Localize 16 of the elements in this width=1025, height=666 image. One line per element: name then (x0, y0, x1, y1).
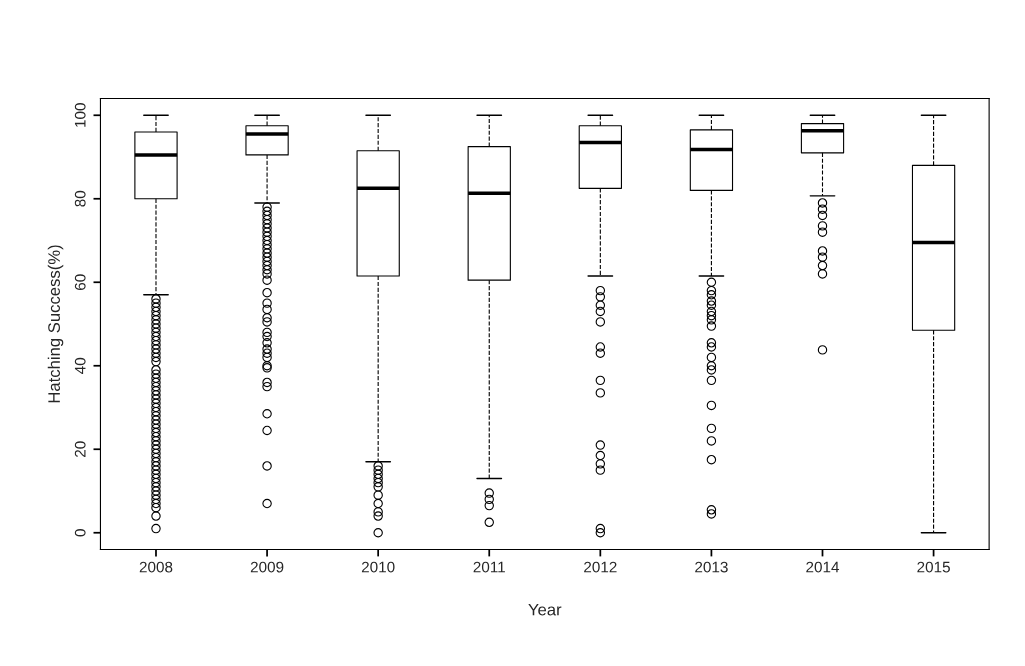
x-tick-label: 2015 (917, 561, 950, 573)
x-axis-title: Year (528, 603, 562, 616)
x-tick-label: 2009 (250, 561, 284, 573)
y-tick-label: 80 (74, 190, 86, 207)
y-tick-label: 40 (74, 357, 86, 374)
x-tick-label: 2010 (361, 561, 395, 573)
x-tick-label: 2012 (584, 561, 617, 573)
y-tick-label: 60 (74, 274, 86, 290)
x-tick-label: 2011 (473, 561, 505, 573)
y-tick-label: 100 (74, 103, 86, 127)
x-tick-label: 2013 (695, 561, 728, 573)
x-tick-label: 2014 (806, 561, 840, 573)
y-tick-label: 20 (74, 441, 86, 457)
y-axis-title: Hatching Success(%) (47, 245, 64, 403)
y-tick-label: 0 (74, 529, 86, 537)
x-tick-label: 2008 (139, 561, 173, 573)
